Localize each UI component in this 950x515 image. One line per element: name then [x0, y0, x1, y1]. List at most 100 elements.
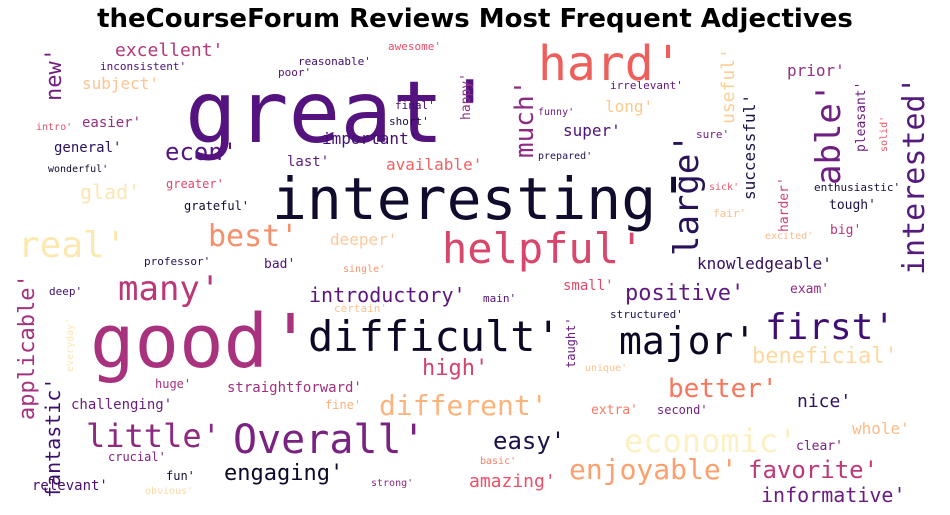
word-84: strong'	[371, 478, 414, 489]
word-85: new'	[42, 48, 67, 101]
word-94: solid'	[879, 115, 890, 152]
word-24: introductory'	[309, 283, 466, 307]
word-6: Overall'	[233, 417, 426, 463]
word-14: enjoyable'	[569, 453, 738, 486]
word-19: easy'	[493, 427, 566, 455]
word-38: subject'	[82, 74, 160, 93]
word-99: taught'	[564, 317, 578, 368]
word-57: greater'	[166, 177, 224, 191]
word-89: interested'	[897, 76, 932, 275]
word-54: fine'	[325, 398, 362, 412]
word-79: single'	[343, 264, 386, 275]
word-95: harder'	[777, 177, 792, 232]
word-78: excited'	[765, 231, 814, 242]
word-48: bad'	[264, 257, 296, 272]
word-87: large'	[667, 133, 707, 256]
word-45: small'	[563, 278, 614, 294]
word-33: nice'	[797, 391, 852, 412]
word-52: second'	[657, 403, 708, 417]
word-86: much'	[510, 79, 540, 158]
word-88: able'	[809, 82, 849, 185]
word-61: deep'	[49, 285, 83, 298]
word-77: fair'	[713, 207, 747, 220]
word-21: high'	[422, 356, 489, 381]
word-9: real'	[18, 225, 127, 266]
word-40: straightforward'	[227, 380, 362, 396]
word-0: great'	[185, 63, 496, 163]
word-59: enthusiastic'	[814, 181, 901, 194]
word-4: helpful'	[442, 224, 645, 273]
word-44: last'	[287, 154, 330, 170]
word-27: amazing'	[469, 471, 556, 492]
word-53: huge'	[155, 377, 192, 391]
word-51: extra'	[591, 403, 638, 418]
word-11: best'	[208, 219, 299, 254]
word-58: grateful'	[184, 199, 250, 213]
word-49: tough'	[829, 198, 876, 213]
word-80: certain'	[334, 302, 387, 315]
word-81: unique'	[585, 363, 628, 374]
word-35: prior'	[787, 61, 845, 80]
word-36: long'	[605, 97, 654, 116]
word-29: available'	[386, 155, 483, 174]
chart-title: theCourseForum Reviews Most Frequent Adj…	[97, 4, 853, 34]
word-34: whole'	[852, 419, 910, 438]
word-92: successful'	[740, 94, 759, 200]
word-20: engaging'	[224, 461, 344, 486]
word-65: awesome'	[388, 40, 441, 53]
word-37: super'	[563, 121, 621, 140]
word-22: beneficial'	[752, 344, 898, 369]
word-31: glad'	[80, 180, 141, 204]
word-72: funny'	[538, 107, 575, 118]
word-43: general'	[54, 140, 122, 156]
word-97: fantastic'	[41, 377, 65, 498]
word-56: fun'	[166, 469, 195, 483]
word-3: hard'	[538, 36, 683, 92]
word-10: many'	[118, 269, 221, 309]
word-16: positive'	[625, 281, 745, 306]
word-30: deeper'	[330, 230, 398, 249]
word-69: irrelevant'	[610, 79, 683, 92]
word-41: challenging'	[71, 397, 173, 413]
word-50: clear'	[796, 439, 843, 454]
word-91: happy'	[459, 73, 474, 120]
word-13: economic'	[624, 422, 798, 460]
word-28: knowledgeable'	[697, 254, 832, 273]
word-26: excellent'	[115, 40, 224, 61]
word-63: structured'	[610, 308, 683, 321]
word-46: exam'	[790, 282, 830, 297]
word-68: poor'	[278, 66, 312, 79]
word-1: good'	[90, 299, 313, 385]
word-76: sick'	[709, 182, 740, 193]
word-62: main'	[483, 292, 517, 305]
word-75: intro'	[36, 122, 73, 133]
word-2: interesting'	[272, 165, 692, 233]
word-64: sure'	[696, 128, 730, 141]
word-71: short'	[389, 115, 429, 128]
word-8: first'	[765, 307, 896, 348]
word-42: relevant'	[32, 478, 108, 494]
word-32: important'	[322, 129, 419, 148]
word-39: easier'	[82, 115, 142, 131]
word-5: difficult'	[308, 312, 561, 361]
word-67: reasonable'	[298, 55, 371, 68]
word-96: applicable'	[15, 274, 40, 420]
word-23: informative'	[761, 483, 906, 507]
word-74: wonderful'	[48, 164, 109, 175]
word-17: better'	[668, 374, 778, 404]
word-55: crucial'	[108, 450, 166, 464]
word-82: basic'	[480, 456, 517, 467]
word-90: useful'	[718, 48, 739, 124]
word-7: major'	[619, 319, 757, 363]
word-25: econ'	[165, 138, 238, 166]
word-18: favorite'	[748, 456, 879, 484]
word-83: obvious'	[145, 486, 194, 497]
word-66: inconsistent'	[100, 60, 187, 73]
word-47: big'	[830, 223, 862, 238]
word-98: everyday'	[65, 317, 76, 372]
word-60: professor'	[144, 255, 211, 268]
word-15: different'	[379, 389, 548, 422]
word-73: prepared'	[538, 151, 593, 162]
word-70: final'	[395, 99, 435, 112]
